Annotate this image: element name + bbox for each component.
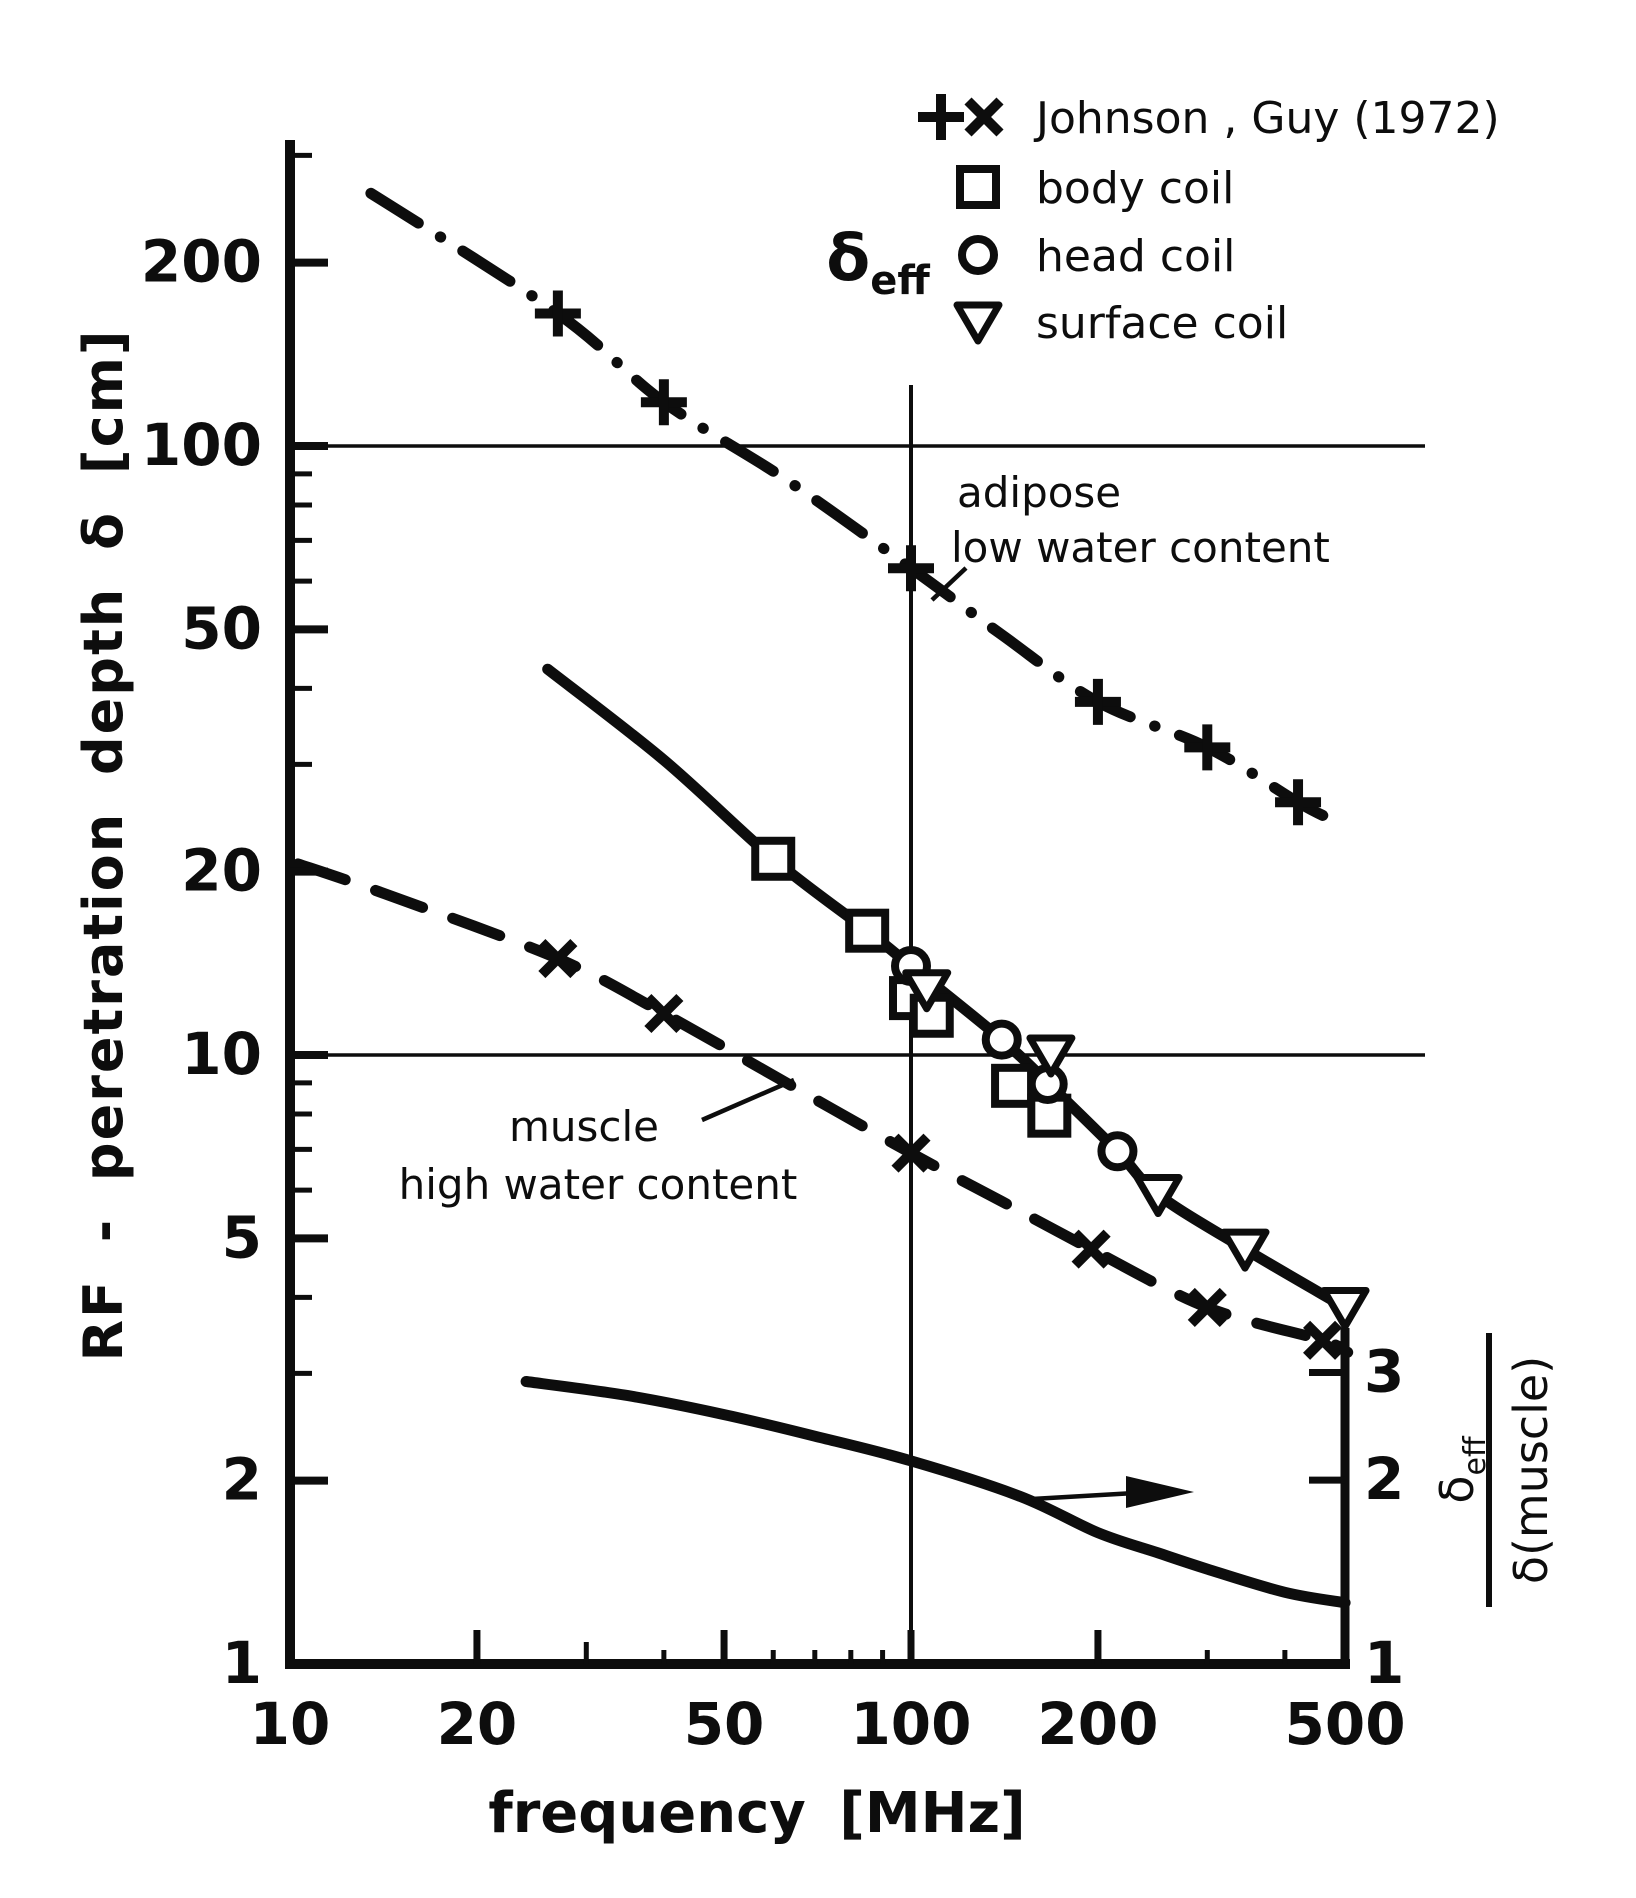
series-markers-surface-coil	[902, 969, 1370, 1330]
circle-marker-icon	[981, 1019, 1022, 1060]
cross-marker-icon	[1187, 1287, 1227, 1327]
adipose-leader-line	[930, 566, 968, 602]
tick-label-y-right-3: 3	[1364, 1337, 1404, 1405]
tick-label-y-left-20: 20	[181, 837, 262, 905]
annotation-adipose-line2: low water content	[951, 523, 1330, 572]
tick-label-x-100: 100	[850, 1690, 971, 1758]
legend-label-head-coil: head coil	[1036, 231, 1235, 282]
right-axis-fraction-label: δeff δ(muscle)	[1430, 1333, 1558, 1607]
ratio-arrow-line	[1031, 1490, 1136, 1502]
tick-label-y-left-200: 200	[141, 228, 262, 296]
tick-label-y-left-100: 100	[141, 411, 262, 479]
tick-label-x-500: 500	[1285, 1690, 1406, 1758]
tick-label-y-right-2: 2	[1364, 1445, 1404, 1513]
legend-label-johnson-guy: Johnson , Guy (1972)	[1033, 93, 1500, 144]
fraction-denominator: δ(muscle)	[1504, 1356, 1558, 1584]
series-markers-muscle-high-water-content	[538, 939, 1343, 1360]
cross-marker-icon	[1071, 1229, 1111, 1269]
cross-marker-icon	[538, 939, 578, 979]
square-marker-icon	[845, 908, 890, 953]
tick-label-y-left-2: 2	[222, 1446, 262, 1514]
legend-markers-row-surface-coil	[953, 301, 1003, 345]
delta-glyph: δ	[826, 222, 870, 296]
circle-marker-icon	[958, 235, 998, 275]
legend-label-body-coil: body coil	[1036, 163, 1234, 214]
tick-label-x-10: 10	[250, 1690, 331, 1758]
ratio-arrow-head-icon	[1126, 1476, 1194, 1508]
legend-delta-eff-label: δeff	[826, 222, 930, 304]
legend-markers-row-johnson-guy-1972	[918, 94, 1004, 140]
fraction-numerator: δeff	[1430, 1435, 1493, 1504]
tick-label-x-200: 200	[1037, 1690, 1158, 1758]
triangle-down-marker-icon	[1320, 1286, 1370, 1330]
triangle-down-marker-icon	[1133, 1174, 1183, 1218]
legend-markers-row-body-coil	[956, 165, 1000, 209]
tick-label-y-left-50: 50	[181, 594, 262, 662]
cross-marker-icon	[964, 97, 1004, 137]
square-marker-icon	[991, 1063, 1036, 1108]
tick-label-y-left-5: 5	[222, 1203, 262, 1271]
triangle-down-marker-icon	[1220, 1228, 1270, 1272]
muscle-leader-line	[701, 1077, 795, 1123]
tick-label-y-left-1: 1	[222, 1629, 262, 1697]
triangle-down-marker-icon	[953, 301, 1003, 345]
cross-marker-icon	[1303, 1320, 1343, 1360]
x-axis-title: frequency [MHz]	[488, 1781, 1025, 1846]
curve-delta-eff-curve	[542, 663, 1351, 1313]
triangle-down-marker-icon	[902, 969, 952, 1013]
legend-label-surface-coil: surface coil	[1036, 298, 1288, 349]
tick-label-y-right-1: 1	[1364, 1629, 1404, 1697]
tick-label-y-left-10: 10	[181, 1020, 262, 1088]
square-marker-icon	[751, 836, 796, 881]
series-markers-adipose-low-water-content	[534, 290, 1322, 826]
triangle-down-marker-icon	[1026, 1034, 1076, 1078]
circle-marker-icon	[1097, 1131, 1138, 1172]
curve-delta-eff-over-delta-muscle-ratio	[520, 1376, 1351, 1609]
cross-marker-icon	[644, 993, 684, 1034]
annotation-muscle-line1: muscle	[509, 1102, 659, 1151]
tick-label-x-20: 20	[437, 1690, 518, 1758]
cross-marker-icon	[891, 1133, 931, 1173]
annotation-adipose-line1: adipose	[957, 468, 1121, 517]
y-axis-title: RF - peretration depth δ [cm]	[72, 328, 135, 1361]
legend-markers-row-head-coil	[958, 235, 998, 275]
curve-muscle-high-water-content	[292, 858, 1354, 1358]
delta-subscript: eff	[870, 258, 930, 304]
tick-label-x-50: 50	[684, 1690, 765, 1758]
square-marker-icon	[956, 165, 1000, 209]
annotation-muscle-line2: high water content	[399, 1160, 798, 1209]
